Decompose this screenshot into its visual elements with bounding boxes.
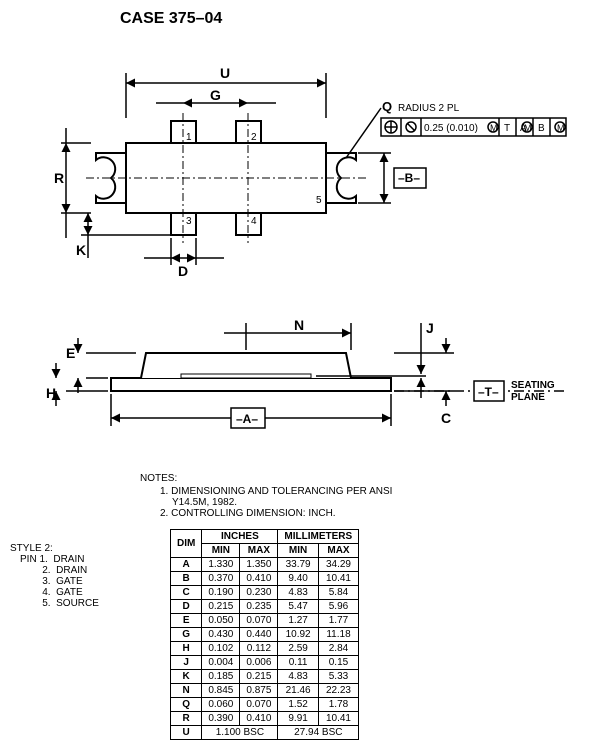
q-t: T (504, 123, 510, 134)
dimension-table: DIM INCHES MILLIMETERS MIN MAX MIN MAX A… (170, 529, 359, 740)
table-row: D0.2150.2355.475.96 (171, 600, 359, 614)
plane: PLANE (511, 392, 545, 403)
dim-d: D (178, 263, 188, 279)
style-header: STYLE 2: (10, 543, 120, 554)
th-inches: INCHES (202, 530, 278, 544)
table-row: R0.3900.4109.9110.41 (171, 712, 359, 726)
dim-r: R (54, 170, 64, 186)
dim-j: J (426, 320, 434, 336)
note-2: 2. CONTROLLING DIMENSION: INCH. (160, 508, 591, 519)
pin-3: 3 (186, 216, 192, 227)
table-row: B0.3700.4109.4010.41 (171, 572, 359, 586)
notes-header: NOTES: (140, 473, 591, 484)
th-max2: MAX (318, 544, 358, 558)
datum-a: –A– (236, 412, 258, 426)
pin-5: 5 (316, 195, 322, 206)
style-block: STYLE 2: PIN 1. DRAIN 2. DRAIN 3. GATE 4… (10, 473, 120, 740)
table-row: J0.0040.0060.110.15 (171, 656, 359, 670)
dim-q: Q (382, 99, 392, 114)
q-m3: M (557, 123, 565, 133)
top-view-drawing: 1 2 3 4 5 U G R K D (10, 43, 591, 283)
dim-k: K (76, 242, 86, 258)
note-1b: Y14.5M, 1982. (160, 497, 591, 508)
seating: SEATING (511, 380, 555, 391)
q-tol: 0.25 (0.010) (424, 123, 478, 134)
th-dim: DIM (171, 530, 202, 558)
dim-e: E (66, 345, 75, 361)
dim-c: C (441, 410, 451, 426)
q-b: B (538, 123, 545, 134)
dim-n: N (294, 317, 304, 333)
table-row: Q0.0600.0701.521.78 (171, 698, 359, 712)
th-mm: MILLIMETERS (278, 530, 359, 544)
dim-h: H (46, 385, 56, 401)
table-row: K0.1850.2154.835.33 (171, 670, 359, 684)
side-view-drawing: E H N J C –A– –T– SEATING PLANE (10, 298, 591, 458)
datum-t: –T– (478, 385, 499, 399)
table-row: A1.3301.35033.7934.29 (171, 558, 359, 572)
dim-g: G (210, 87, 221, 103)
table-row: C0.1900.2304.835.84 (171, 586, 359, 600)
th-min1: MIN (202, 544, 240, 558)
style-pin-4: 4. GATE (10, 587, 120, 598)
q-m1: M (490, 123, 498, 133)
table-row-bsc: U1.100 BSC27.94 BSC (171, 726, 359, 740)
note-1: 1. DIMENSIONING AND TOLERANCING PER ANSI (160, 486, 591, 497)
style-pin-5: 5. SOURCE (10, 598, 120, 609)
pin-2: 2 (251, 132, 257, 143)
q-m2: M (524, 123, 532, 133)
style-pin-1: PIN 1. DRAIN (10, 554, 120, 565)
th-min2: MIN (278, 544, 318, 558)
datum-b: –B– (398, 171, 420, 185)
table-row: N0.8450.87521.4622.23 (171, 684, 359, 698)
style-pin-2: 2. DRAIN (10, 565, 120, 576)
table-row: G0.4300.44010.9211.18 (171, 628, 359, 642)
dim-u: U (220, 65, 230, 81)
table-row: H0.1020.1122.592.84 (171, 642, 359, 656)
case-title: CASE 375–04 (120, 10, 591, 28)
table-row: E0.0500.0701.271.77 (171, 614, 359, 628)
th-max1: MAX (240, 544, 278, 558)
pin-1: 1 (186, 132, 192, 143)
pin-4: 4 (251, 216, 257, 227)
q-text: RADIUS 2 PL (398, 103, 460, 114)
style-pin-3: 3. GATE (10, 576, 120, 587)
